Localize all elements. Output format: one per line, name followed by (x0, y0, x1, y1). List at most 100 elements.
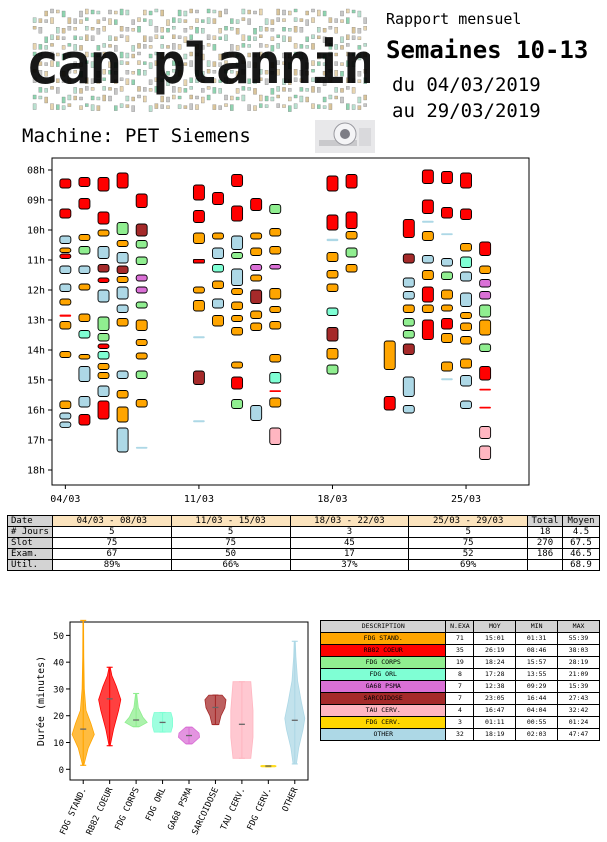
logo-bar (241, 43, 246, 48)
exam-slot (402, 376, 415, 397)
logo-bar (143, 61, 147, 65)
logo-bar (154, 103, 159, 109)
y-tick-label: 17h (27, 436, 45, 447)
summary-header-mean: Moyen (562, 515, 600, 527)
logo-bar (50, 103, 54, 110)
violin-y-tick-label: 50 (53, 632, 64, 642)
logo-bar (90, 87, 95, 91)
stats-category: OTHER (319, 728, 447, 741)
logo-bar (85, 103, 89, 107)
logo-bar (322, 10, 327, 17)
logo-bar (119, 103, 124, 108)
logo-bar (160, 78, 164, 82)
logo-bar (293, 69, 298, 76)
logo-bar (334, 70, 338, 77)
logo-bar (288, 53, 292, 59)
exam-slot (345, 174, 358, 189)
stats-mean: 18:19 (473, 728, 517, 741)
logo-bar (305, 19, 309, 26)
summary-header-week: 04/03 - 08/03 (51, 515, 172, 527)
logo-bar (363, 43, 367, 47)
logo-bar (282, 35, 286, 42)
logo-bar (311, 8, 315, 13)
logo-bar (264, 95, 269, 102)
logo-bar (299, 52, 304, 60)
logo-bar (340, 19, 344, 23)
exam-slot (78, 283, 91, 291)
logo-bar (50, 8, 54, 14)
logo-bar (241, 69, 246, 75)
logo-bar (148, 88, 153, 92)
logo-bar (119, 8, 124, 16)
logo-bar (50, 17, 54, 24)
summary-cell: 75 (408, 537, 529, 549)
exam-slot (269, 228, 282, 237)
logo-bar (311, 60, 315, 66)
exam-slot (402, 277, 415, 288)
summary-cell: 67 (51, 548, 172, 560)
summary-cell: 5 (408, 526, 529, 538)
stats-max: 27:43 (557, 692, 600, 705)
exam-slot (59, 235, 72, 244)
logo-bar (357, 105, 362, 110)
logo-bar (96, 96, 101, 101)
logo-bar (166, 53, 170, 60)
exam-slot (250, 310, 263, 319)
exam-slot (479, 388, 491, 391)
exam-slot (269, 288, 282, 300)
logo-bar (85, 17, 89, 21)
summary-header-row: Date 04/03 - 08/03 11/03 - 15/03 18/03 -… (7, 515, 600, 527)
stats-row: SARCOIDOSE 7 23:05 16:44 27:43 (319, 692, 600, 705)
logo-bar (340, 96, 344, 104)
logo-bar (125, 52, 130, 59)
exam-slot (421, 304, 434, 313)
logo-bar (259, 43, 263, 48)
logo-bar (143, 87, 147, 92)
logo-bar (351, 9, 356, 14)
stats-min: 00:55 (515, 716, 559, 729)
logo-bar (230, 78, 234, 84)
logo-bar (230, 104, 234, 111)
logo-bar (137, 86, 141, 92)
stats-min: 09:29 (515, 680, 559, 693)
logo-bar (328, 94, 333, 100)
logo-bar (264, 104, 269, 108)
exam-slot (116, 318, 129, 327)
exam-slot (479, 265, 492, 274)
logo-bar (276, 69, 280, 76)
exam-slot (479, 304, 492, 318)
logo-bar (241, 17, 246, 21)
stats-min: 04:04 (515, 704, 559, 717)
exam-slot (59, 314, 72, 317)
logo-bar (114, 88, 118, 95)
logo-bar (114, 71, 118, 75)
exam-slot (231, 235, 244, 250)
exam-slot (116, 390, 129, 399)
exam-slot (269, 372, 282, 384)
logo-bar (61, 79, 66, 83)
logo-bar (85, 26, 89, 31)
logo-bar (90, 61, 95, 68)
logo-bar (148, 10, 153, 16)
logo-bar (334, 61, 338, 66)
logo-bar (189, 94, 193, 100)
logo-bar (322, 28, 327, 33)
logo-bar (160, 52, 164, 60)
logo-bar (183, 53, 188, 60)
logo-bar (177, 70, 182, 77)
logo-bar (317, 61, 321, 66)
exam-slot (116, 276, 129, 283)
summary-cell: 50 (170, 548, 291, 560)
logo-bar (259, 51, 263, 59)
logo-bar (363, 26, 367, 31)
logo-bar (224, 77, 228, 84)
logo-bar (38, 52, 43, 57)
logo-bar (311, 43, 315, 50)
logo-bar (276, 34, 280, 38)
logo-bar (50, 86, 54, 90)
stats-mean: 26:19 (473, 644, 517, 657)
exam-slot (460, 208, 472, 220)
exam-slot (59, 421, 72, 428)
logo-bar (102, 26, 106, 32)
logo-bar (311, 86, 315, 93)
